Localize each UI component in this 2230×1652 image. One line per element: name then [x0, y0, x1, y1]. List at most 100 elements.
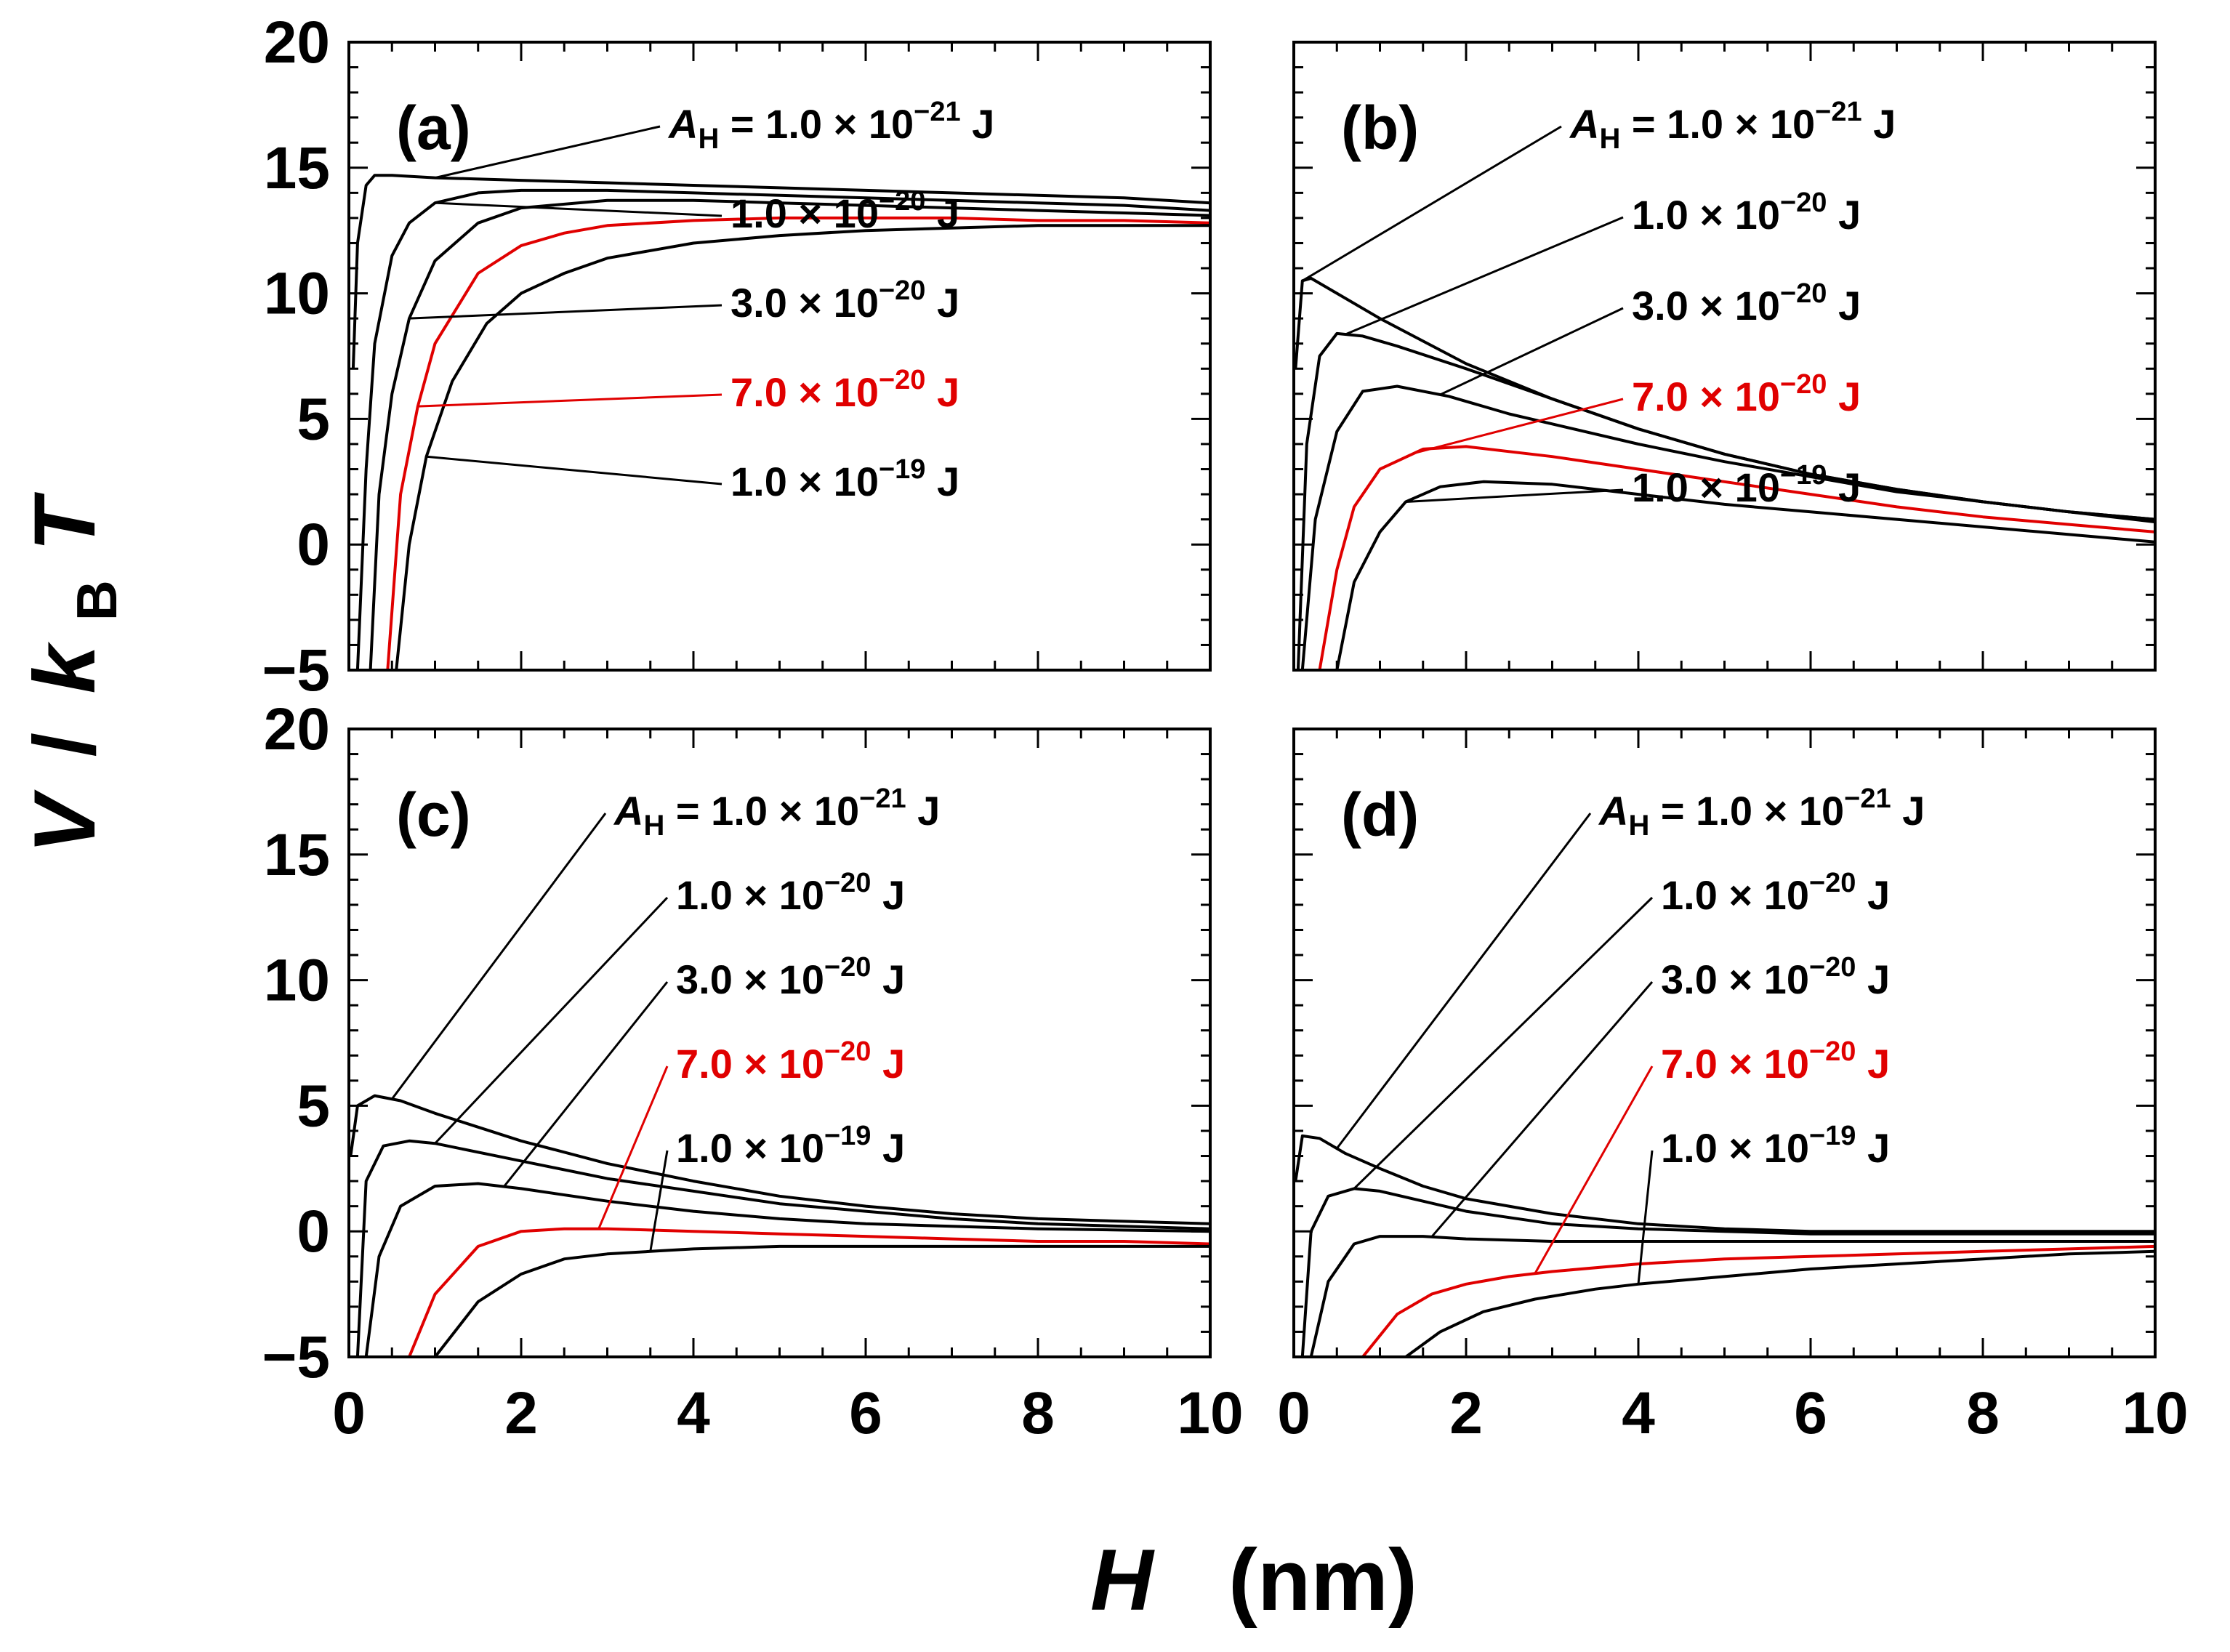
- series-group: [1294, 276, 2155, 670]
- y-axis-symbol-t: T: [16, 492, 113, 552]
- y-axis-symbol-v: V: [16, 789, 113, 854]
- legend-3e-20: 3.0 × 10−20 J: [1661, 952, 1890, 1002]
- x-tick-label: 0: [332, 1380, 366, 1446]
- series-ah-7e-20: [1361, 1244, 2155, 1357]
- callout-line: [1414, 398, 1624, 454]
- panel-d: 0 2 4 6 8 10 (d) AH = 1.0 × 10−21 J 1.0 × 10−20 …: [1277, 728, 2189, 1446]
- legend-1e-20: 1.0 × 10−20 J: [1661, 868, 1890, 918]
- x-tick-label: 4: [677, 1380, 710, 1446]
- y-axis-title: V / k B T: [16, 492, 135, 854]
- callout-line: [1336, 813, 1592, 1150]
- series-group: [349, 1094, 1210, 1357]
- series-ah-1e-19: [1404, 1249, 2155, 1357]
- callout-line: [408, 304, 722, 320]
- y-tick-label: 5: [297, 386, 330, 452]
- callout-line: [1405, 488, 1624, 503]
- x-axis-title: H (nm): [1090, 1531, 1417, 1629]
- y-tick-label: 0: [297, 512, 330, 578]
- legend-ah-1e-21: AH = 1.0 × 10−21 J: [667, 97, 994, 155]
- callout-line: [1637, 1150, 1654, 1284]
- callout-line: [417, 393, 722, 408]
- series-ah-7e-20: [386, 216, 1210, 670]
- x-tick-label: 4: [1622, 1380, 1655, 1446]
- x-tick-label: 8: [1021, 1380, 1055, 1446]
- x-axis-unit: (nm): [1228, 1531, 1417, 1629]
- series-ah-1e-19: [433, 1244, 1210, 1357]
- series-ah-7e-20: [408, 1227, 1210, 1357]
- y-tick-label: 10: [264, 948, 330, 1014]
- panel-b: (b) AH = 1.0 × 10−21 J 1.0 × 10−20 J 3.0 × …: [1292, 41, 2157, 672]
- callout-line: [435, 125, 661, 180]
- y-axis-separator: /: [16, 733, 113, 757]
- legend-3e-20: 3.0 × 10−20 J: [676, 952, 905, 1002]
- callout-line: [1430, 981, 1654, 1238]
- legend-ah-1e-21: AH = 1.0 × 10−21 J: [1569, 97, 1896, 155]
- series-ah-3e-20: [369, 198, 1210, 670]
- legend-1e-19: 1.0 × 10−19 J: [1661, 1121, 1890, 1171]
- legend-1e-19: 1.0 × 10−19 J: [676, 1121, 905, 1171]
- legend-3e-20: 3.0 × 10−20 J: [1632, 278, 1861, 329]
- legend-1e-20: 1.0 × 10−20 J: [1632, 188, 1861, 238]
- panel-label: (a): [396, 94, 471, 162]
- legend-ah-1e-21: AH = 1.0 × 10−21 J: [1598, 783, 1925, 842]
- callout-line: [1302, 125, 1562, 282]
- legend-ah-1e-21: AH = 1.0 × 10−21 J: [613, 783, 940, 842]
- x-axis-symbol-h: H: [1090, 1531, 1155, 1629]
- y-axis-symbol-k: k: [16, 642, 113, 694]
- series-ah-3e-20: [364, 1182, 1210, 1357]
- ticks: [347, 41, 1212, 672]
- callout-line: [1345, 216, 1624, 336]
- y-tick-label: 20: [264, 9, 330, 76]
- y-axis-subscript-b: B: [65, 580, 129, 621]
- series-ah-1e-20: [355, 1139, 1210, 1357]
- callout-line: [434, 896, 669, 1145]
- series-ah-1e-21: [349, 1094, 1210, 1225]
- y-tick-label: 5: [297, 1073, 330, 1139]
- series-ah-1e-19: [395, 224, 1210, 670]
- legend-3e-20: 3.0 × 10−20 J: [730, 275, 959, 326]
- legend-7e-20: 7.0 × 10−20 J: [1661, 1036, 1890, 1087]
- callout-line: [597, 1065, 669, 1230]
- x-tick-label: 2: [1449, 1380, 1483, 1446]
- series-ah-7e-20: [1318, 445, 2155, 670]
- y-tick-label: 10: [264, 261, 330, 327]
- panel-label: (d): [1341, 781, 1419, 849]
- callout-line: [426, 455, 722, 485]
- legend-7e-20: 7.0 × 10−20 J: [730, 365, 959, 415]
- legend-1e-19: 1.0 × 10−19 J: [730, 454, 959, 504]
- ticks: [1292, 41, 2157, 672]
- y-tick-label: −5: [262, 637, 331, 704]
- callout-line: [1439, 307, 1624, 396]
- panel-a: −5 0 5 10 15 20 (a) AH = 1.0 × 10−21 J 1.0 × 10−…: [262, 9, 1212, 704]
- series-group: [1294, 1134, 2155, 1357]
- x-tick-label: 10: [1177, 1380, 1243, 1446]
- x-tick-label: 6: [1794, 1380, 1827, 1446]
- y-tick-label: 15: [264, 135, 330, 201]
- series-ah-1e-20: [1300, 1187, 2155, 1357]
- y-tick-label: 15: [264, 822, 330, 888]
- panel-label: (c): [396, 781, 471, 849]
- series-ah-1e-20: [355, 188, 1210, 670]
- x-tick-label: 2: [504, 1380, 538, 1446]
- legend-1e-19: 1.0 × 10−19 J: [1632, 460, 1861, 510]
- legend-7e-20: 7.0 × 10−20 J: [1632, 369, 1861, 419]
- callout-line: [435, 201, 722, 217]
- series-ah-1e-19: [1335, 480, 2155, 670]
- series-ah-3e-20: [1309, 1235, 2155, 1357]
- callout-line: [391, 813, 607, 1100]
- x-tick-label: 6: [849, 1380, 882, 1446]
- series-ah-1e-21: [351, 174, 1210, 369]
- callout-line: [649, 1150, 669, 1252]
- series-group: [351, 174, 1210, 670]
- x-tick-label: 8: [1966, 1380, 2000, 1446]
- y-tick-label: 20: [264, 696, 330, 762]
- x-tick-label: 0: [1277, 1380, 1311, 1446]
- series-ah-3e-20: [1300, 384, 2155, 670]
- series-ah-1e-21: [1294, 1134, 2155, 1233]
- callout-line: [503, 981, 669, 1188]
- ticks: [347, 728, 1212, 1358]
- y-tick-label: 0: [297, 1198, 330, 1265]
- panel-label: (b): [1341, 94, 1419, 162]
